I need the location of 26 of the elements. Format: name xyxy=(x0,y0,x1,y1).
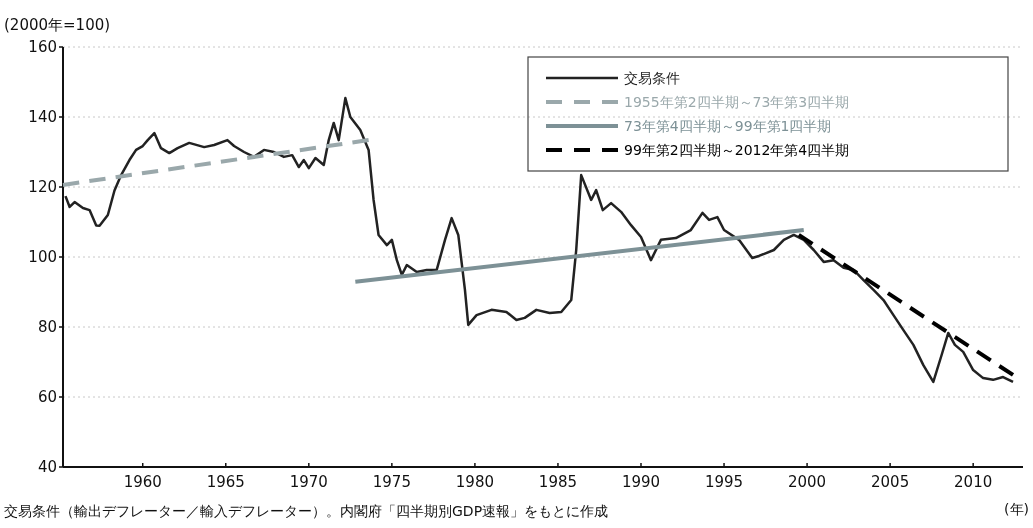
x-tick-label: 2010 xyxy=(954,473,993,491)
x-tick-label: 1975 xyxy=(372,473,411,491)
text: 交易条件（輸出デフレーター／輸入デフレーター）。内閣府「四半期別GDP速報」をもとに作成 xyxy=(4,503,609,519)
y-axis-title: (2000年=100) xyxy=(4,16,111,34)
x-tick-label: 1980 xyxy=(455,473,494,491)
x-tick-label: 2000 xyxy=(787,473,827,491)
x-axis-title: (年) xyxy=(1004,501,1029,517)
x-tick-label: 1985 xyxy=(538,473,578,491)
y-tick-label: 100 xyxy=(28,248,57,266)
y-tick-label: 120 xyxy=(28,178,57,196)
y-tick-label: 140 xyxy=(28,108,57,126)
y-tick-label: 40 xyxy=(37,458,57,476)
x-tick-label: 1965 xyxy=(206,473,245,491)
x-tick-label: 1995 xyxy=(704,473,744,491)
text: 99年第2四半期～2012年第4四半期 xyxy=(624,142,850,158)
y-tick-label: 60 xyxy=(37,388,57,406)
text: 1955年第2四半期～73年第3四半期 xyxy=(624,94,850,110)
x-tick-label: 1970 xyxy=(289,473,328,491)
text: 交易条件 xyxy=(624,70,680,86)
y-tick-label: 80 xyxy=(37,318,57,336)
x-tick-label: 2005 xyxy=(871,473,910,491)
y-tick-label: 160 xyxy=(28,38,57,56)
text: 73年第4四半期～99年第1四半期 xyxy=(624,118,832,134)
line-series xyxy=(64,96,1015,384)
x-tick-label: 1960 xyxy=(123,473,162,491)
x-tick-label: 1990 xyxy=(621,473,661,491)
